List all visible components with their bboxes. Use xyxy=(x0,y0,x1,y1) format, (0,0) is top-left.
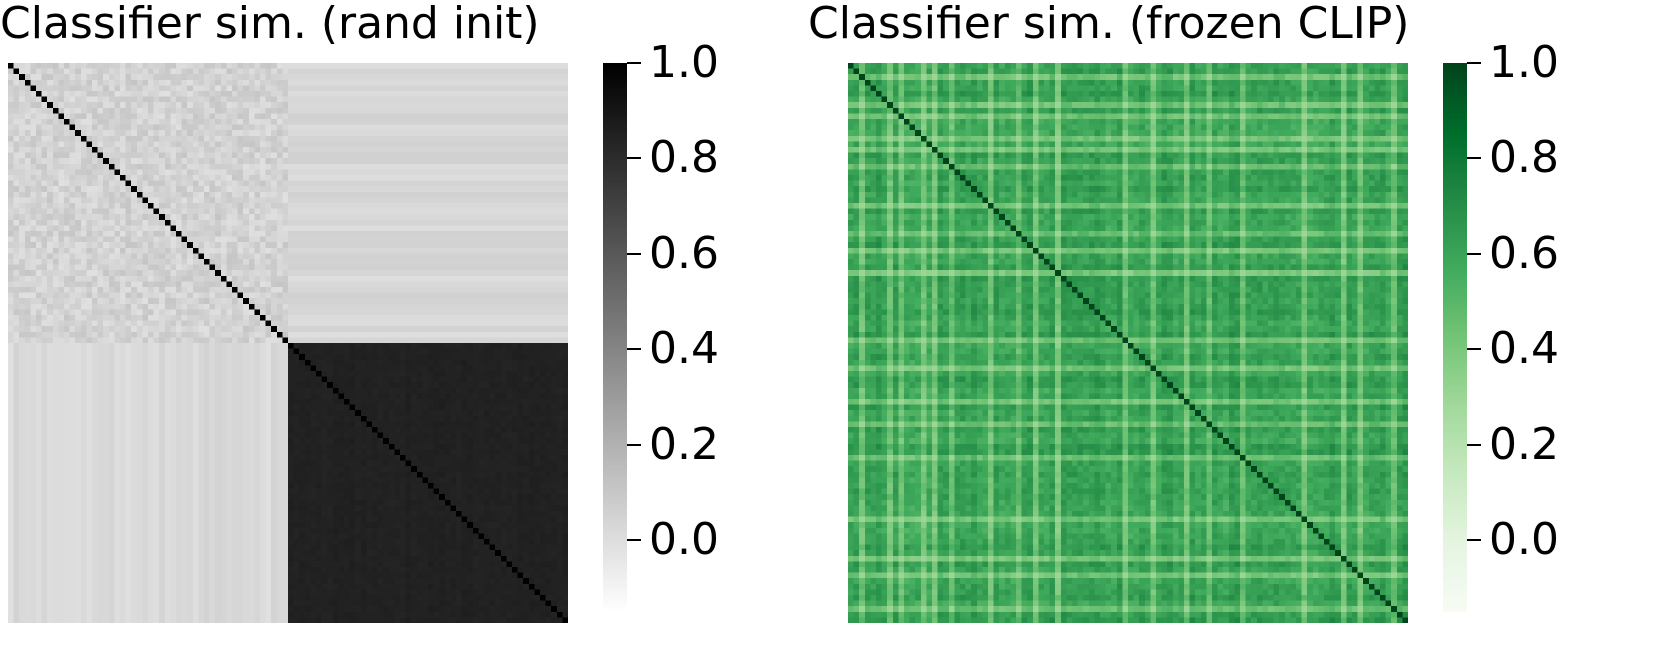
colorbar-tick xyxy=(1467,348,1481,351)
colorbar-tick xyxy=(627,157,641,160)
colorbar-tick-label: 1.0 xyxy=(1489,37,1559,88)
colorbar-tick-label: 0.6 xyxy=(649,227,719,279)
colorbar-tick xyxy=(627,348,641,351)
colorbar-tick-label: 0.2 xyxy=(1489,418,1559,470)
chart-title: Classifier sim. (rand init) xyxy=(0,0,540,49)
colorbar-tick-label: 0.0 xyxy=(1489,514,1559,566)
colorbar-tick-label: 0.6 xyxy=(1489,227,1559,279)
colorbar-tick-label: 0.4 xyxy=(1489,323,1559,375)
colorbar-tick xyxy=(1467,62,1481,64)
colorbar-tick xyxy=(1467,539,1481,542)
colorbar-tick-label: 0.4 xyxy=(649,323,719,375)
colorbar-tick-label: 0.8 xyxy=(1489,132,1559,184)
colorbar-tick xyxy=(627,252,641,255)
colorbar-tick xyxy=(627,443,641,446)
colorbar-tick-label: 1.0 xyxy=(649,37,719,88)
colorbar-tick-label: 0.8 xyxy=(649,132,719,184)
colorbar-tick-label: 0.0 xyxy=(649,514,719,566)
colorbar-tick xyxy=(627,539,641,542)
colorbar xyxy=(603,63,627,612)
chart-title: Classifier sim. (frozen CLIP) xyxy=(808,0,1410,49)
colorbar-tick xyxy=(627,62,641,64)
colorbar-tick xyxy=(1467,157,1481,160)
colorbar xyxy=(1443,63,1467,612)
heatmap-matrix xyxy=(8,63,568,623)
heatmap-matrix xyxy=(848,63,1408,623)
colorbar-tick-label: 0.2 xyxy=(649,418,719,470)
colorbar-tick xyxy=(1467,443,1481,446)
colorbar-tick xyxy=(1467,252,1481,255)
